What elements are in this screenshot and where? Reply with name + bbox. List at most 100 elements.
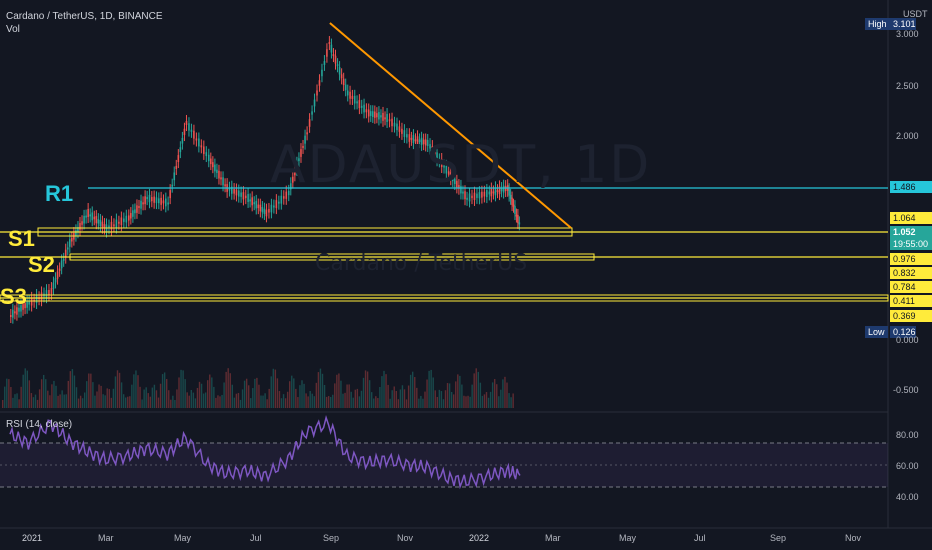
- candle-body: [134, 209, 136, 214]
- candle-body: [212, 162, 214, 168]
- volume-bar: [352, 397, 354, 408]
- candle-body: [321, 69, 323, 77]
- volume-bar: [321, 373, 324, 408]
- candle-body: [456, 180, 458, 188]
- candle-body: [365, 109, 368, 113]
- candle-body: [16, 307, 18, 315]
- volume-bar: [198, 381, 201, 408]
- time-axis-label: Nov: [845, 533, 862, 543]
- candle-body: [302, 145, 304, 148]
- time-axis-label: 2022: [469, 533, 490, 543]
- candle-body: [110, 221, 113, 230]
- volume-bar: [180, 369, 182, 408]
- volume-bar: [241, 389, 244, 408]
- volume-bar: [295, 388, 297, 408]
- volume-bar: [442, 399, 445, 408]
- volume-bar: [239, 399, 242, 408]
- candle-body: [177, 155, 180, 163]
- volume-bar: [327, 396, 330, 408]
- volume-bar: [418, 398, 420, 408]
- volume-bar: [125, 397, 127, 408]
- volume-bar: [397, 399, 400, 408]
- candle-body: [300, 149, 302, 157]
- candle-body: [181, 137, 184, 144]
- candle-body: [308, 119, 311, 127]
- candle-body: [363, 104, 365, 113]
- volume-bar: [178, 377, 180, 408]
- volume-bar: [53, 380, 55, 408]
- volume-bar: [299, 385, 301, 408]
- candle-body: [146, 196, 148, 200]
- resistance-trendline: [329, 22, 572, 229]
- volume-bar: [438, 389, 441, 408]
- candle-body: [50, 288, 53, 294]
- volume-bar: [377, 398, 379, 408]
- volume-bar: [32, 397, 35, 408]
- volume-bar: [10, 387, 12, 408]
- volume-label[interactable]: Vol: [6, 24, 20, 35]
- candle-body: [167, 202, 169, 205]
- candle-body: [224, 184, 226, 187]
- volume-bar: [18, 399, 20, 408]
- volume-bar: [426, 379, 428, 408]
- volume-bar: [405, 399, 408, 408]
- candle-body: [265, 209, 268, 217]
- candle-body: [401, 128, 403, 134]
- time-axis-label: Jul: [694, 533, 706, 543]
- rsi-label[interactable]: RSI (14, close): [6, 419, 73, 430]
- volume-bar: [63, 394, 65, 408]
- volume-bar: [190, 389, 192, 408]
- volume-bar: [502, 379, 504, 408]
- volume-bar: [293, 378, 295, 408]
- volume-bar: [346, 384, 348, 408]
- volume-bar: [120, 382, 123, 408]
- candle-body: [358, 100, 361, 109]
- candle-body: [498, 186, 501, 195]
- candle-body: [93, 216, 96, 220]
- candle-body: [462, 191, 464, 194]
- volume-bar: [416, 387, 418, 408]
- volume-bar: [504, 376, 506, 408]
- candle-body: [207, 154, 210, 162]
- volume-bar: [373, 398, 375, 408]
- volume-bar: [483, 394, 486, 408]
- volume-bar: [344, 392, 346, 408]
- candle-body: [91, 212, 94, 221]
- candle-body: [273, 205, 275, 208]
- volume-bar: [157, 397, 160, 408]
- volume-bar: [414, 377, 416, 408]
- candle-body: [433, 151, 436, 155]
- time-axis-label: Mar: [98, 533, 114, 543]
- time-axis-label: Jul: [250, 533, 262, 543]
- candle-body: [30, 297, 33, 306]
- candle-body: [340, 74, 343, 79]
- volume-bar: [336, 374, 338, 408]
- s1-zone: [37, 227, 573, 237]
- candle-body: [60, 260, 63, 269]
- volume-bar: [340, 380, 342, 408]
- candle-body: [123, 218, 125, 222]
- candle-body: [28, 301, 30, 305]
- candle-body: [408, 134, 411, 142]
- candle-body: [216, 169, 218, 173]
- volume-bar: [182, 370, 184, 408]
- candle-body: [233, 189, 235, 194]
- time-axis-label: Mar: [545, 533, 561, 543]
- candle-body: [95, 216, 98, 224]
- candle-body: [164, 198, 167, 207]
- volume-bar: [453, 394, 455, 408]
- volume-bar: [112, 388, 115, 408]
- volume-bar: [219, 396, 221, 408]
- volume-bar: [364, 370, 367, 408]
- volume-bar: [245, 378, 248, 408]
- candle-body: [490, 188, 493, 197]
- candle-body: [127, 215, 130, 221]
- price-axis-tick: -0.500: [893, 385, 919, 395]
- volume-bar: [430, 369, 432, 408]
- candle-body: [160, 197, 162, 205]
- volume-bar: [455, 381, 457, 408]
- volume-bar: [381, 376, 383, 408]
- volume-bar: [260, 395, 262, 408]
- price-axis-tick: 0.000: [896, 335, 919, 345]
